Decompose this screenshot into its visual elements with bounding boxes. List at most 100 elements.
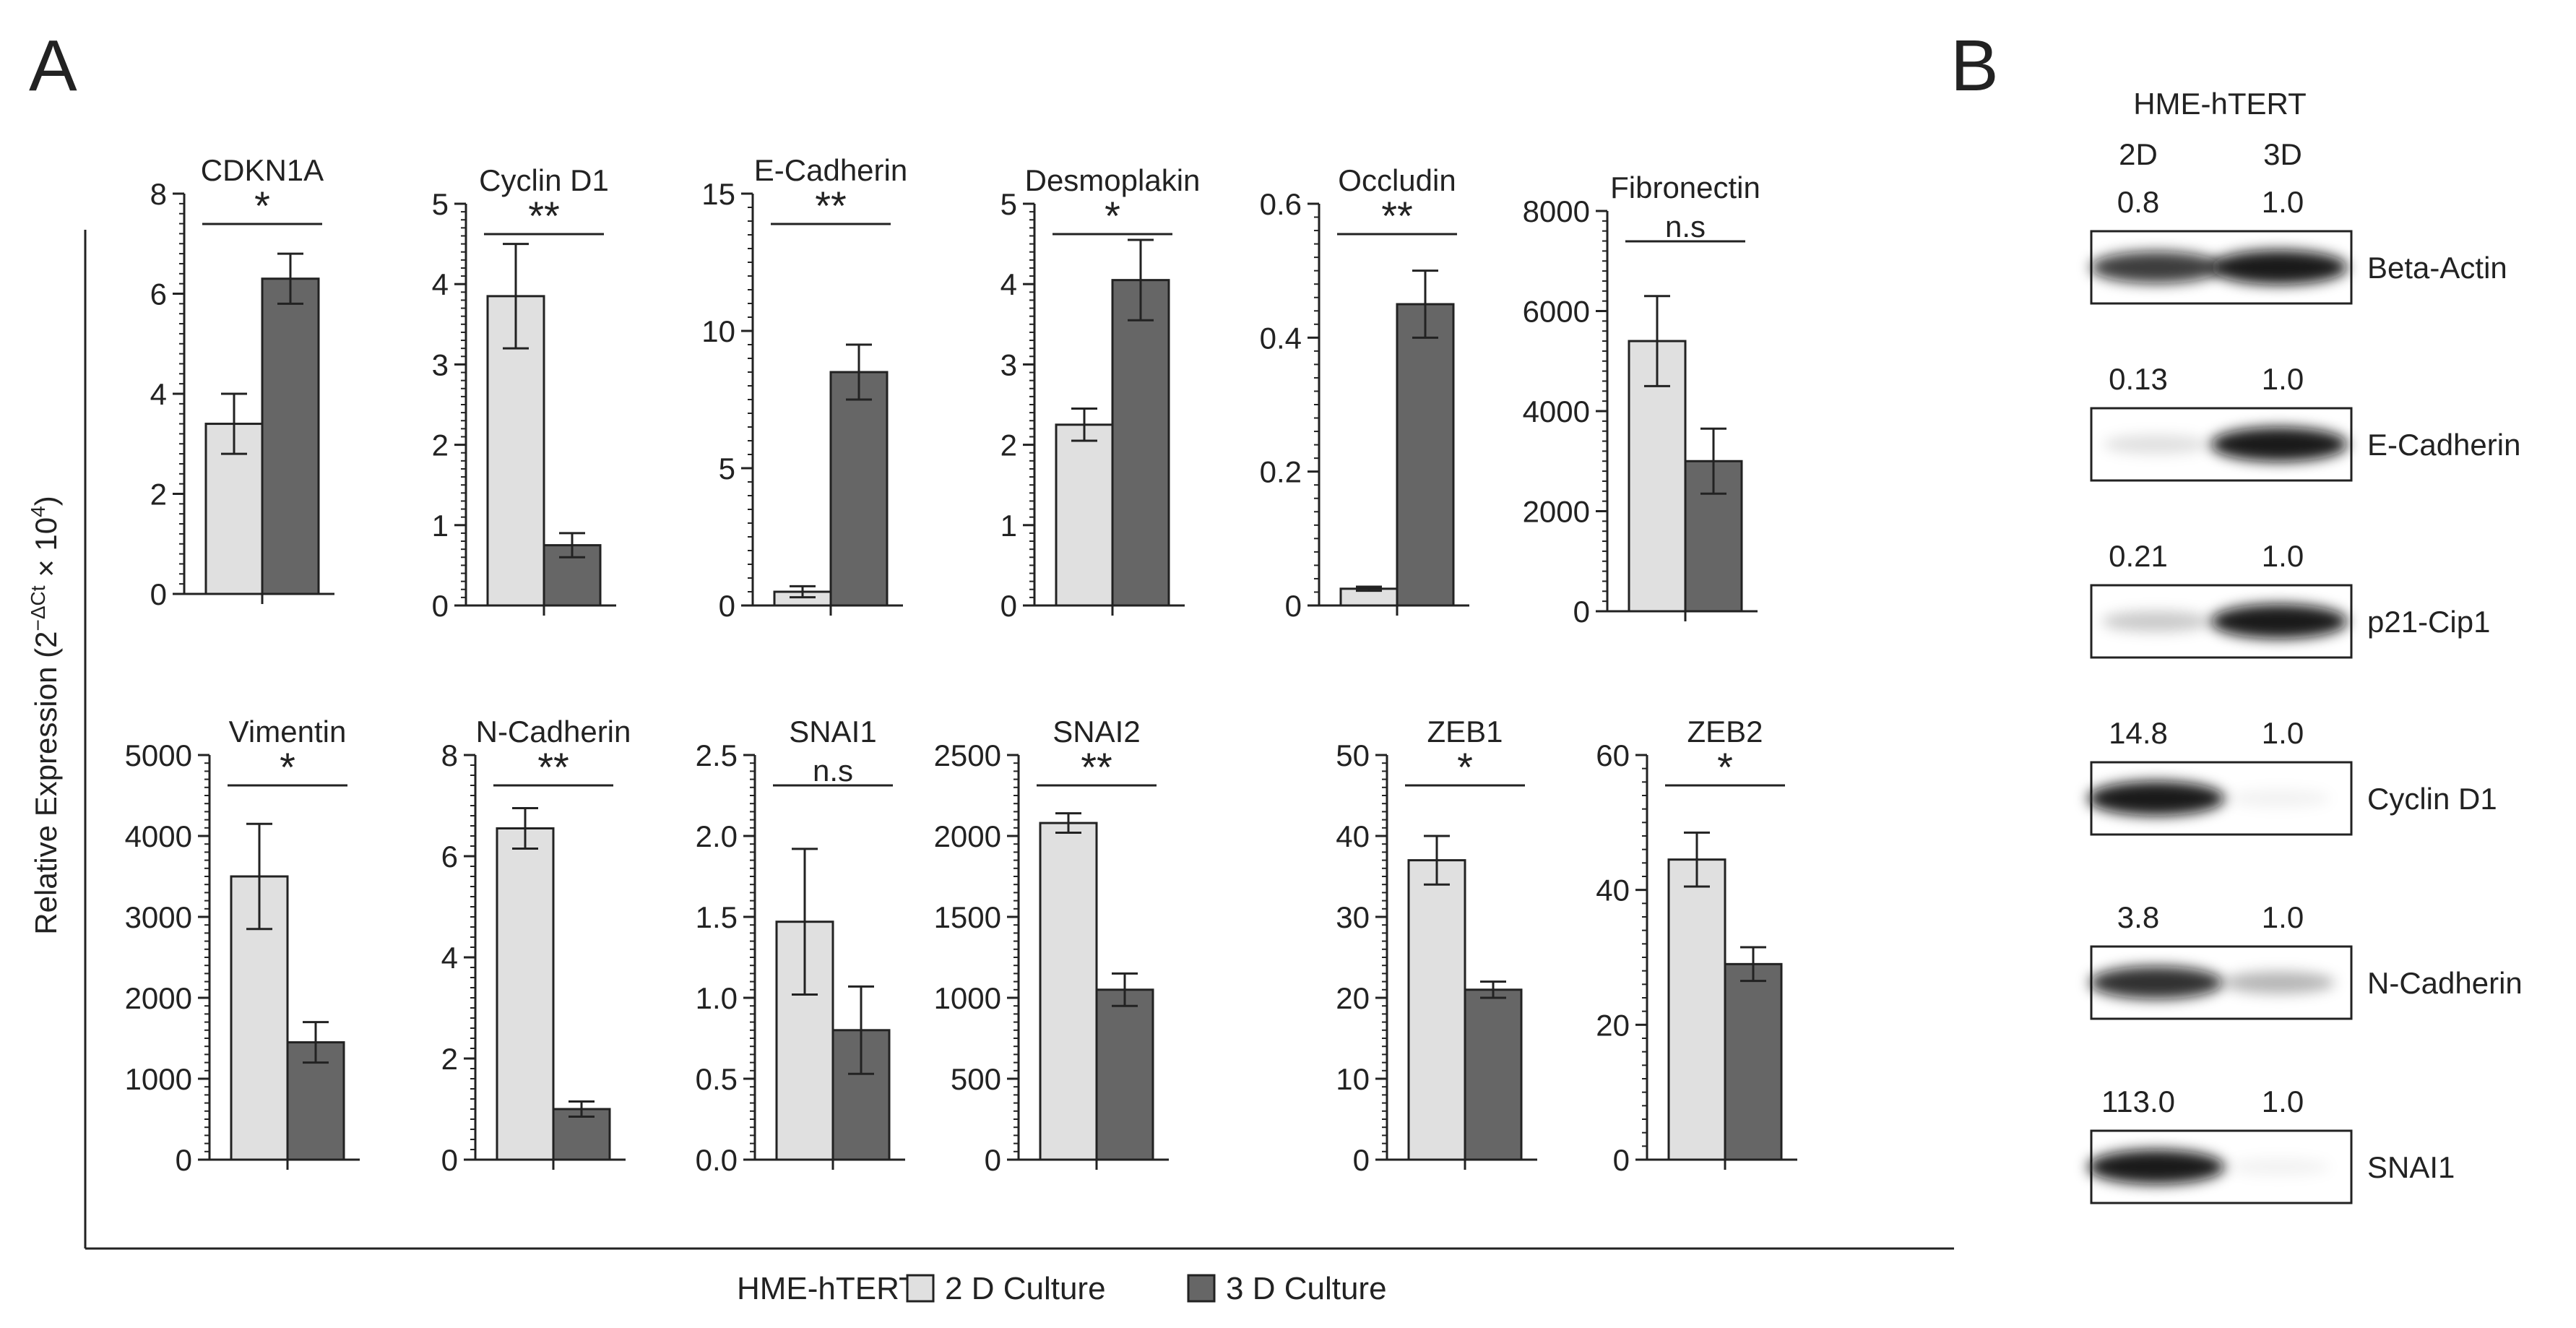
- error-bar-cdkn1a-3d: [277, 252, 303, 305]
- blot-col-3d: 3D: [2263, 137, 2302, 171]
- error-bar-cyclin-d1-3d: [559, 532, 585, 559]
- bar-zeb1-2d: [1407, 859, 1466, 1161]
- blot-row-cyclin-d1: 14.8 1.0 Cyclin D1: [2088, 716, 2497, 836]
- chart-title-n-cadherin: N-Cadherin: [476, 715, 631, 749]
- y-axis-label: Relative Expression (2−ΔCt × 104): [27, 496, 63, 934]
- legend-label-3d: 3 D Culture: [1226, 1271, 1387, 1306]
- error-bar-desmoplakin-3d: [1128, 238, 1154, 322]
- blot-band-p21-cip1-2d: [2101, 611, 2211, 632]
- error-bar-zeb2-2d: [1684, 831, 1710, 888]
- y-tick-label-snai1-4: 2.0: [696, 819, 738, 853]
- legend-title: HME-hTERT: [737, 1271, 918, 1306]
- y-tick-label-e-cadherin-3: 15: [701, 177, 735, 211]
- y-tick-label-zeb2-0: 0: [1613, 1143, 1630, 1177]
- blot-ratio-p21-cip1-2d: 0.21: [2109, 539, 2168, 573]
- y-tick-label-zeb2-3: 60: [1596, 738, 1630, 772]
- y-tick-label-zeb1-2: 20: [1336, 981, 1370, 1015]
- y-tick-label-fibronectin-2: 4000: [1523, 394, 1590, 428]
- chart-desmoplakin: 0 1 2 3 4 5 *Desmoplakin: [1000, 163, 1201, 623]
- blot-band-beta-actin-2d: [2090, 251, 2223, 284]
- significance-label-cdkn1a: *: [254, 183, 270, 228]
- blot-protein-label-p21-cip1: p21-Cip1: [2367, 605, 2490, 639]
- blot-cell-line: HME-hTERT: [2133, 87, 2307, 121]
- y-tick-label-zeb1-0: 0: [1353, 1143, 1370, 1177]
- blot-row-n-cadherin: 3.8 1.0 N-Cadherin: [2089, 900, 2523, 1020]
- y-tick-label-fibronectin-0: 0: [1573, 595, 1590, 629]
- bar-vimentin-3d: [286, 1041, 345, 1161]
- y-tick-label-cyclin-d1-1: 1: [432, 509, 449, 543]
- y-tick-label-fibronectin-3: 6000: [1523, 295, 1590, 329]
- blot-band-beta-actin-3d: [2210, 250, 2348, 285]
- chart-title-e-cadherin: E-Cadherin: [754, 153, 907, 187]
- blot-row-beta-actin: 0.8 1.0 Beta-Actin: [2090, 185, 2507, 305]
- bar-snai2-3d: [1095, 988, 1154, 1161]
- error-bar-zeb1-2d: [1424, 835, 1450, 886]
- significance-label-snai1: n.s: [813, 754, 853, 788]
- y-tick-label-zeb1-4: 40: [1336, 819, 1370, 853]
- blot-row-e-cadherin: 0.13 1.0 E-Cadherin: [2090, 362, 2520, 482]
- error-bar-vimentin-3d: [303, 1021, 329, 1064]
- error-bar-cdkn1a-2d: [221, 392, 247, 455]
- y-tick-label-desmoplakin-1: 1: [1000, 509, 1017, 543]
- chart-n-cadherin: 0 2 4 6 8 **N-Cadherin: [441, 715, 631, 1177]
- blot-protein-label-n-cadherin: N-Cadherin: [2367, 966, 2523, 1000]
- y-tick-label-fibronectin-1: 2000: [1523, 495, 1590, 529]
- y-tick-label-occludin-0: 0: [1285, 589, 1302, 623]
- bar-n-cadherin-2d: [496, 827, 555, 1161]
- panel-label-a: A: [29, 25, 77, 106]
- chart-snai2: 0 500 1000 1500 2000 2500 **SNAI2: [934, 715, 1169, 1177]
- y-tick-label-snai1-5: 2.5: [696, 738, 738, 772]
- y-tick-label-cdkn1a-3: 6: [150, 277, 167, 311]
- chart-title-fibronectin: Fibronectin: [1610, 171, 1760, 204]
- chart-title-snai2: SNAI2: [1053, 715, 1140, 749]
- y-tick-label-snai1-2: 1.0: [696, 981, 738, 1015]
- y-tick-label-zeb1-1: 10: [1336, 1062, 1370, 1096]
- blot-ratio-snai1-2d: 113.0: [2101, 1085, 2175, 1118]
- blot-ratio-snai1-3d: 1.0: [2262, 1085, 2304, 1118]
- blot-band-cyclin-d1-2d: [2088, 781, 2225, 816]
- panel-label-b: B: [1950, 25, 1999, 106]
- y-tick-label-cdkn1a-1: 2: [150, 478, 167, 512]
- legend-swatch-3d: [1187, 1274, 1216, 1303]
- y-tick-label-e-cadherin-2: 10: [701, 314, 735, 348]
- error-bar-fibronectin-2d: [1644, 295, 1670, 387]
- significance-label-n-cadherin: **: [537, 744, 569, 790]
- y-tick-label-cyclin-d1-5: 5: [432, 187, 449, 221]
- y-tick-label-zeb2-2: 40: [1596, 874, 1630, 907]
- chart-title-cyclin-d1: Cyclin D1: [479, 163, 609, 197]
- y-tick-label-cdkn1a-4: 8: [150, 177, 167, 211]
- blot-band-n-cadherin-2d: [2089, 966, 2223, 999]
- y-tick-label-e-cadherin-0: 0: [719, 589, 735, 623]
- bar-desmoplakin-2d: [1055, 423, 1114, 607]
- y-tick-label-cdkn1a-2: 4: [150, 377, 167, 411]
- error-bar-zeb1-3d: [1480, 980, 1506, 999]
- error-bar-e-cadherin-2d: [790, 585, 816, 599]
- y-tick-label-n-cadherin-0: 0: [441, 1143, 458, 1177]
- chart-title-vimentin: Vimentin: [229, 715, 347, 749]
- chart-title-zeb1: ZEB1: [1427, 715, 1503, 749]
- bar-snai2-2d: [1039, 822, 1098, 1161]
- error-bar-e-cadherin-3d: [846, 343, 872, 401]
- chart-title-occludin: Occludin: [1338, 163, 1456, 197]
- y-tick-label-n-cadherin-4: 8: [441, 738, 458, 772]
- significance-label-vimentin: *: [280, 744, 295, 790]
- y-tick-label-snai2-4: 2000: [934, 819, 1001, 853]
- bar-e-cadherin-3d: [829, 371, 889, 607]
- chart-occludin: 0 0.2 0.4 0.6 **Occludin: [1260, 163, 1469, 623]
- y-tick-label-desmoplakin-0: 0: [1000, 589, 1017, 623]
- chart-cyclin-d1: 0 1 2 3 4 5 **Cyclin D1: [432, 163, 616, 623]
- chart-cdkn1a: 0 2 4 6 8 *CDKN1A: [150, 153, 334, 611]
- y-tick-label-zeb1-5: 50: [1336, 738, 1370, 772]
- blot-protein-label-e-cadherin: E-Cadherin: [2367, 428, 2520, 462]
- significance-label-snai2: **: [1081, 744, 1112, 790]
- chart-title-cdkn1a: CDKN1A: [201, 153, 324, 187]
- blot-ratio-e-cadherin-2d: 0.13: [2109, 362, 2168, 396]
- blot-col-2d: 2D: [2119, 137, 2158, 171]
- significance-label-e-cadherin: **: [815, 183, 847, 228]
- y-tick-label-vimentin-1: 1000: [125, 1062, 192, 1096]
- y-tick-label-snai1-3: 1.5: [696, 900, 738, 934]
- y-tick-label-zeb2-1: 20: [1596, 1008, 1630, 1042]
- legend-swatch-2d: [906, 1274, 935, 1303]
- error-bar-desmoplakin-2d: [1071, 408, 1097, 442]
